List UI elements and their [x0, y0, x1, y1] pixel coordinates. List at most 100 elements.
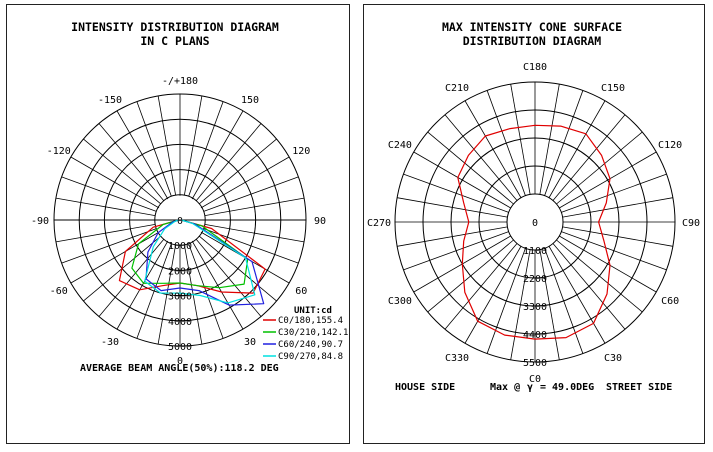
grid-spoke	[552, 114, 626, 201]
angle-label: 120	[292, 146, 310, 157]
radial-label: 0	[177, 216, 183, 227]
grid-spoke	[552, 243, 626, 330]
grid-spoke	[55, 223, 156, 243]
c-plane-label: C120	[658, 140, 682, 151]
grid-spoke	[561, 231, 667, 271]
left-title-line2: IN C PLANS	[140, 34, 209, 48]
right-title-line2: DISTRIBUTION DIAGRAM	[463, 34, 602, 48]
grid-spoke	[413, 151, 511, 209]
house-side-label: HOUSE SIDE	[395, 382, 455, 393]
legend: C0/180,155.4 C30/210,142.1 C60/240,90.7 C90…	[263, 316, 348, 362]
legend-label: C90/270,84.8	[278, 352, 343, 362]
radial-label: 3000	[168, 292, 192, 303]
unit-label: UNIT:cd	[294, 306, 332, 316]
max-text-symbol: γ	[527, 382, 533, 393]
radial-label: 5000	[168, 342, 192, 353]
grid-spoke	[556, 131, 643, 205]
grid-spoke	[464, 100, 522, 198]
grid-spoke	[427, 131, 514, 205]
right-polar-grid	[394, 81, 676, 363]
grid-spoke	[203, 176, 299, 212]
radial-label: 2000	[168, 266, 192, 277]
grid-spoke	[136, 243, 172, 339]
radial-label: 2200	[523, 274, 547, 285]
c-plane-label: C60	[661, 296, 679, 307]
radial-label: 4400	[523, 330, 547, 341]
grid-spoke	[403, 231, 509, 271]
max-text-value: = 49.0DEG	[540, 382, 594, 393]
angle-label: 0	[177, 356, 183, 367]
intensity-curve-series	[145, 219, 265, 306]
grid-spoke	[61, 176, 157, 212]
left-intensity-curves	[118, 219, 266, 306]
grid-spoke	[486, 90, 526, 196]
grid-spoke	[559, 151, 657, 209]
legend-label: C0/180,155.4	[278, 316, 343, 326]
grid-spoke	[544, 248, 584, 354]
grid-spoke	[562, 197, 673, 218]
grid-spoke	[98, 123, 165, 201]
c-plane-label: C240	[388, 140, 412, 151]
c-plane-label: C210	[445, 83, 469, 94]
grid-spoke	[157, 95, 177, 196]
grid-spoke	[559, 235, 657, 293]
grid-spoke	[510, 249, 531, 360]
right-title-line1: MAX INTENSITY CONE SURFACE	[442, 20, 622, 34]
grid-spoke	[61, 228, 157, 264]
c-plane-label: C330	[445, 353, 469, 364]
grid-spoke	[464, 246, 522, 344]
grid-spoke	[83, 138, 161, 205]
c-plane-label: C150	[601, 83, 625, 94]
grid-spoke	[188, 243, 224, 339]
left-polar-grid	[53, 93, 307, 347]
angle-label: 90	[314, 216, 326, 227]
max-text-prefix: Max @	[490, 382, 520, 393]
c-plane-label: C180	[523, 62, 547, 73]
grid-spoke	[157, 244, 177, 345]
grid-spoke	[136, 101, 172, 197]
cone-curve	[457, 124, 611, 340]
radial-label: 5500	[523, 358, 547, 369]
intensity-curve-series	[144, 219, 256, 304]
grid-spoke	[195, 123, 262, 201]
cone-diagram-panel	[363, 4, 705, 444]
grid-spoke	[510, 84, 531, 195]
right-cone-curve	[457, 124, 611, 340]
grid-spoke	[548, 246, 606, 344]
angle-label: 60	[295, 286, 307, 297]
legend-label: C60/240,90.7	[278, 340, 343, 350]
grid-spoke	[183, 95, 203, 196]
grid-spoke	[98, 239, 165, 317]
grid-spoke	[486, 248, 526, 354]
grid-spoke	[444, 114, 518, 201]
angle-label: -90	[31, 216, 49, 227]
grid-spoke	[556, 239, 643, 313]
grid-spoke	[204, 223, 305, 243]
street-side-label: STREET SIDE	[606, 382, 672, 393]
c-plane-label: C300	[388, 296, 412, 307]
grid-spoke	[444, 243, 518, 330]
grid-spoke	[561, 173, 667, 213]
radial-label: 1100	[523, 246, 547, 257]
angle-label: -150	[98, 95, 122, 106]
left-title-line1: INTENSITY DISTRIBUTION DIAGRAM	[71, 20, 279, 34]
grid-spoke	[544, 90, 584, 196]
grid-spoke	[199, 235, 277, 302]
angle-label: 150	[241, 95, 259, 106]
legend-label: C30/210,142.1	[278, 328, 348, 338]
radial-label: 4000	[168, 317, 192, 328]
c-plane-label: C0	[529, 374, 541, 385]
angle-label: -/+180	[162, 76, 198, 87]
beam-angle-text: AVERAGE BEAM ANGLE(50%):118.2 DEG	[80, 363, 279, 374]
radial-label: 0	[532, 218, 538, 229]
angle-label: -30	[101, 337, 119, 348]
grid-spoke	[188, 101, 224, 197]
angle-label: 30	[244, 337, 256, 348]
c-plane-label: C90	[682, 218, 700, 229]
grid-spoke	[204, 197, 305, 217]
c-plane-label: C270	[367, 218, 391, 229]
grid-spoke	[539, 84, 560, 195]
right-c-labels: C180 C150 C120 C90 C60 C30 C0 C330 C300 C270 C240 C…	[367, 62, 700, 385]
grid-spoke	[55, 197, 156, 217]
